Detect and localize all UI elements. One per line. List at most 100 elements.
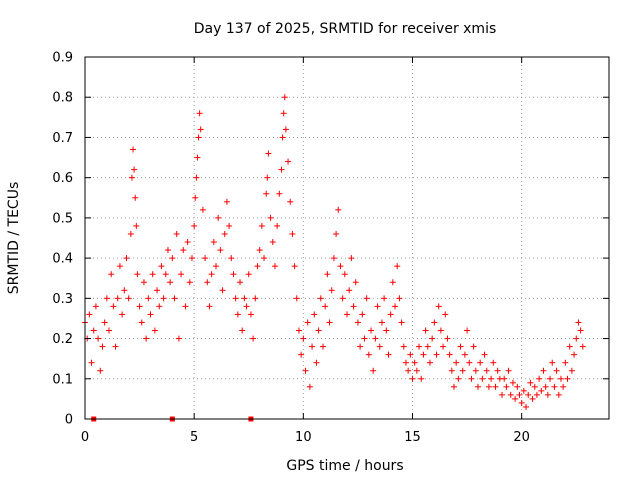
data-point: [101, 319, 108, 326]
data-point: [518, 399, 525, 406]
data-point: [258, 222, 265, 229]
data-point: [123, 255, 130, 262]
data-point: [494, 367, 501, 374]
data-point: [381, 295, 388, 302]
data-point: [171, 295, 178, 302]
data-point: [409, 375, 416, 382]
data-point: [520, 387, 527, 394]
data-point: [422, 327, 429, 334]
data-point: [571, 351, 578, 358]
data-point: [354, 319, 361, 326]
data-point: [426, 359, 433, 366]
data-point: [389, 279, 396, 286]
data-point: [505, 367, 512, 374]
data-point: [280, 110, 287, 117]
y-tick-label: 0.1: [52, 372, 73, 387]
y-tick-label: 0.3: [52, 292, 73, 307]
data-point: [490, 359, 497, 366]
data-point: [523, 403, 530, 410]
data-point: [324, 271, 331, 278]
data-point: [195, 134, 202, 141]
data-point: [188, 255, 195, 262]
data-point: [551, 383, 558, 390]
data-point: [357, 343, 364, 350]
data-point: [346, 287, 353, 294]
data-point: [199, 206, 206, 213]
data-point: [289, 230, 296, 237]
data-point: [359, 311, 366, 318]
data-point: [230, 271, 237, 278]
data-point: [365, 351, 372, 358]
data-point: [108, 271, 115, 278]
data-point: [267, 214, 274, 221]
x-tick-label: 0: [81, 430, 89, 445]
y-tick-label: 0.8: [52, 91, 73, 106]
data-point: [424, 343, 431, 350]
data-point: [313, 359, 320, 366]
data-point: [542, 383, 549, 390]
data-point: [315, 327, 322, 334]
data-point: [573, 335, 580, 342]
data-point: [140, 279, 147, 286]
data-point: [112, 343, 119, 350]
data-point: [568, 367, 575, 374]
data-point: [147, 311, 154, 318]
data-point: [192, 194, 199, 201]
data-point: [210, 239, 217, 246]
data-point: [282, 126, 289, 133]
data-point: [344, 311, 350, 318]
data-point: [326, 319, 333, 326]
data-point: [106, 327, 113, 334]
data-point: [184, 239, 191, 246]
data-point: [281, 94, 288, 101]
data-point: [416, 343, 423, 350]
y-tick-label: 0.7: [52, 131, 73, 146]
data-point: [483, 367, 490, 374]
data-point: [333, 230, 340, 237]
data-point: [269, 239, 276, 246]
data-point: [330, 255, 337, 262]
data-point: [370, 367, 377, 374]
data-point: [470, 343, 477, 350]
data-point: [448, 367, 455, 374]
data-point: [536, 375, 543, 382]
data-point: [553, 367, 560, 374]
data-point: [234, 311, 241, 318]
chart-title: Day 137 of 2025, SRMTID for receiver xmi…: [194, 21, 497, 37]
data-point: [175, 335, 182, 342]
data-point: [169, 255, 176, 262]
x-tick-label: 20: [513, 430, 530, 445]
data-point: [193, 174, 200, 181]
data-point: [575, 319, 582, 326]
data-point: [252, 295, 259, 302]
data-point: [319, 343, 326, 350]
data-point: [304, 319, 311, 326]
data-point: [533, 391, 540, 398]
data-point: [173, 230, 180, 237]
data-point: [525, 391, 532, 398]
data-point: [245, 271, 252, 278]
data-point: [485, 383, 492, 390]
data-point: [394, 263, 401, 270]
data-point: [512, 395, 519, 402]
data-point: [95, 335, 102, 342]
data-point: [99, 343, 106, 350]
data-point: [121, 287, 128, 294]
data-point: [285, 158, 292, 165]
data-point: [221, 230, 228, 237]
data-point: [503, 383, 510, 390]
data-point: [557, 375, 564, 382]
data-point: [197, 126, 204, 133]
data-point: [527, 379, 534, 386]
data-point: [555, 391, 562, 398]
data-point: [516, 391, 523, 398]
data-point: [274, 222, 281, 229]
data-point: [363, 295, 370, 302]
data-point: [350, 303, 357, 310]
x-tick-label: 10: [295, 430, 312, 445]
data-point: [337, 263, 344, 270]
data-point: [154, 287, 161, 294]
data-point: [265, 150, 272, 157]
data-point: [278, 166, 285, 173]
data-point: [455, 375, 462, 382]
